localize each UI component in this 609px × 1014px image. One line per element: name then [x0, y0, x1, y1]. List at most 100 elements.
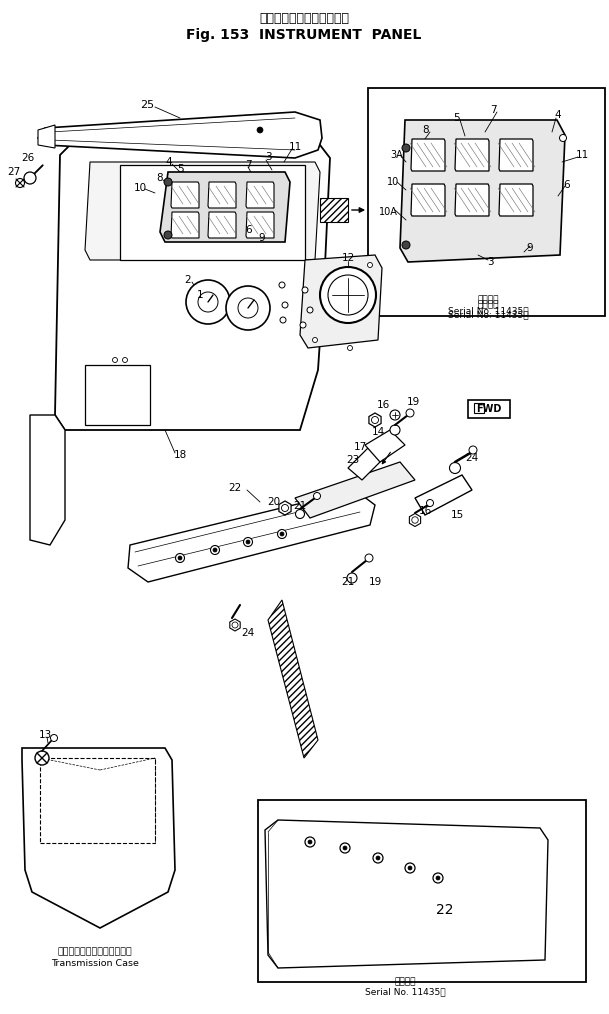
Circle shape — [402, 241, 410, 249]
Text: 8: 8 — [157, 173, 163, 183]
Polygon shape — [499, 184, 533, 216]
Polygon shape — [348, 448, 382, 480]
Circle shape — [305, 837, 315, 847]
Circle shape — [213, 548, 217, 552]
Circle shape — [232, 622, 238, 628]
Circle shape — [406, 409, 414, 417]
Circle shape — [436, 876, 440, 880]
Circle shape — [186, 280, 230, 324]
Text: 5: 5 — [454, 113, 460, 123]
Polygon shape — [369, 413, 381, 427]
Polygon shape — [400, 120, 565, 262]
Circle shape — [282, 302, 288, 308]
Text: 15: 15 — [451, 510, 463, 520]
Circle shape — [312, 338, 317, 343]
Polygon shape — [22, 748, 175, 928]
Circle shape — [211, 546, 219, 555]
Polygon shape — [171, 182, 199, 208]
Polygon shape — [55, 145, 330, 430]
Text: 7: 7 — [490, 105, 496, 115]
Circle shape — [343, 846, 347, 850]
Text: 24: 24 — [241, 628, 255, 638]
Circle shape — [280, 317, 286, 323]
Circle shape — [51, 734, 57, 741]
Text: 19: 19 — [406, 397, 420, 407]
Text: 3A: 3A — [390, 150, 403, 160]
Bar — [258, 800, 586, 982]
Text: 3: 3 — [265, 152, 272, 162]
Circle shape — [15, 178, 24, 188]
Polygon shape — [230, 619, 240, 631]
Text: Serial No. 11435～: Serial No. 11435～ — [448, 306, 529, 315]
Polygon shape — [160, 172, 290, 242]
Circle shape — [412, 517, 418, 523]
Circle shape — [178, 556, 182, 560]
Polygon shape — [455, 139, 489, 171]
Polygon shape — [409, 513, 421, 526]
Circle shape — [280, 532, 284, 536]
Circle shape — [281, 505, 289, 511]
Circle shape — [320, 267, 376, 323]
Polygon shape — [246, 182, 274, 208]
Polygon shape — [415, 475, 472, 515]
Polygon shape — [279, 501, 291, 515]
Polygon shape — [499, 139, 533, 171]
Text: 16: 16 — [376, 400, 390, 410]
Polygon shape — [208, 212, 236, 238]
Circle shape — [308, 840, 312, 844]
Polygon shape — [268, 600, 318, 758]
Text: 9: 9 — [527, 243, 533, 254]
Text: 10: 10 — [387, 177, 399, 187]
Text: 2: 2 — [185, 275, 191, 285]
Circle shape — [469, 446, 477, 454]
Text: トランスミッション　ケース: トランスミッション ケース — [58, 947, 132, 956]
Circle shape — [347, 573, 357, 583]
Circle shape — [246, 540, 250, 544]
Circle shape — [390, 410, 400, 420]
Polygon shape — [411, 184, 445, 216]
Text: 12: 12 — [342, 254, 354, 263]
Circle shape — [295, 509, 304, 518]
Text: 17: 17 — [353, 442, 367, 452]
Circle shape — [226, 286, 270, 330]
Bar — [40, 758, 155, 843]
Text: 19: 19 — [368, 577, 382, 587]
Bar — [368, 88, 605, 316]
Text: 23: 23 — [347, 455, 360, 465]
Circle shape — [300, 322, 306, 328]
Text: Transmission Case: Transmission Case — [51, 959, 139, 968]
Circle shape — [405, 863, 415, 873]
Text: 16: 16 — [418, 506, 432, 516]
Text: 21: 21 — [342, 577, 354, 587]
Circle shape — [371, 417, 379, 424]
Text: 適用号機: 適用号機 — [477, 300, 499, 309]
Circle shape — [390, 425, 400, 435]
Text: 22: 22 — [436, 903, 454, 917]
Text: 4: 4 — [555, 110, 561, 120]
Circle shape — [348, 346, 353, 351]
Circle shape — [402, 144, 410, 152]
Circle shape — [367, 263, 373, 268]
Text: 14: 14 — [371, 427, 385, 437]
Circle shape — [340, 843, 350, 853]
Circle shape — [302, 287, 308, 293]
Text: Fig. 153  INSTRUMENT  PANEL: Fig. 153 INSTRUMENT PANEL — [186, 28, 421, 42]
Text: 20: 20 — [267, 497, 281, 507]
Polygon shape — [365, 430, 405, 462]
Circle shape — [122, 358, 127, 362]
Circle shape — [35, 751, 49, 765]
Text: 適用号機: 適用号機 — [477, 295, 499, 304]
Text: 10: 10 — [133, 183, 147, 193]
Polygon shape — [128, 490, 375, 582]
Circle shape — [244, 537, 253, 547]
Circle shape — [164, 231, 172, 239]
Text: 22: 22 — [228, 483, 242, 493]
Circle shape — [314, 493, 320, 500]
Polygon shape — [411, 139, 445, 171]
Text: 5: 5 — [177, 164, 183, 174]
Polygon shape — [468, 400, 510, 418]
Circle shape — [449, 462, 460, 474]
Text: 3: 3 — [487, 257, 493, 267]
Circle shape — [433, 873, 443, 883]
Polygon shape — [295, 462, 415, 518]
